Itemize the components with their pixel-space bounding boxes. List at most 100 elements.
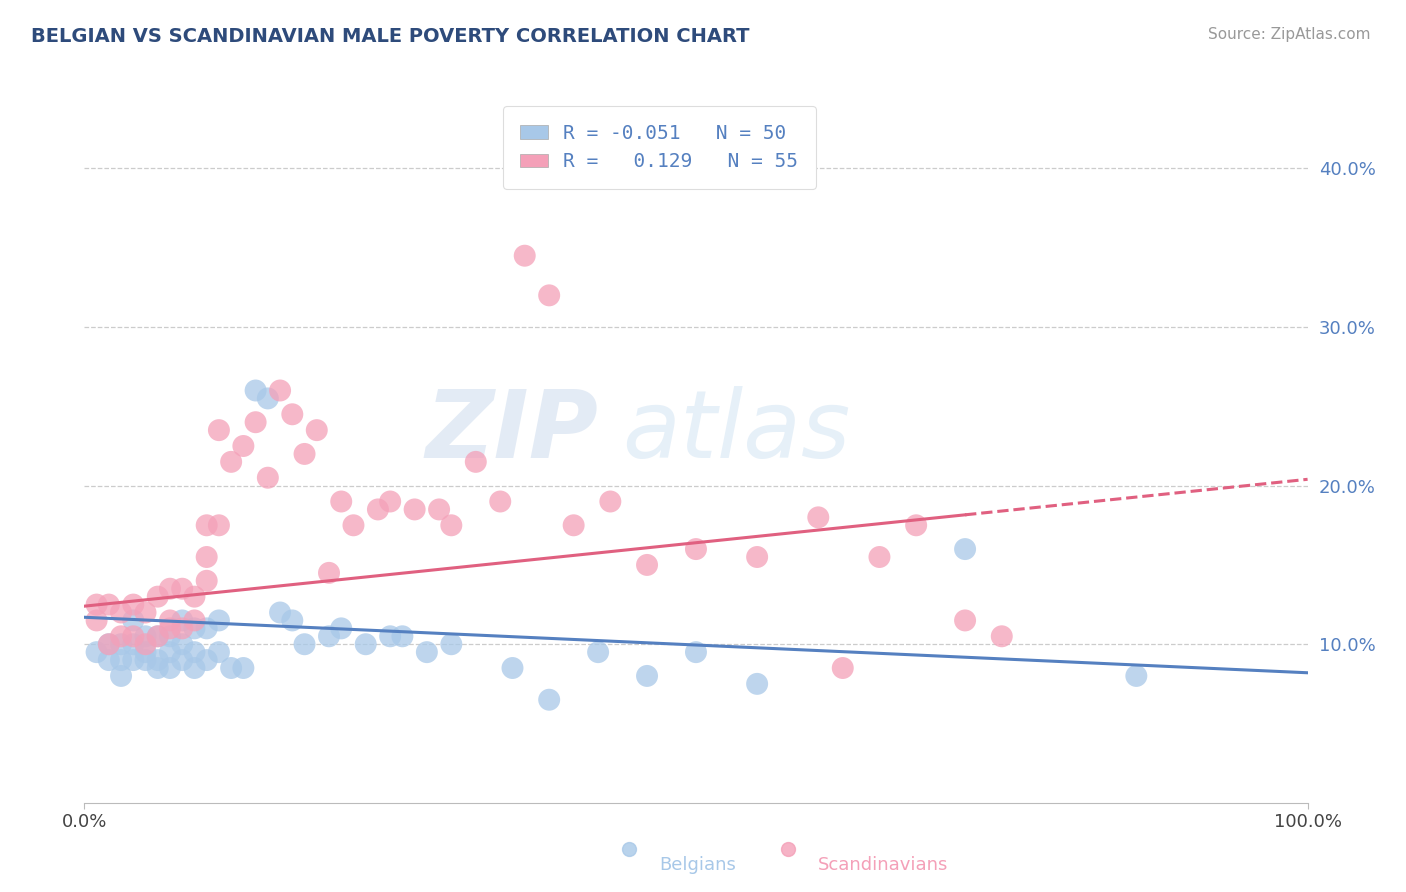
Point <box>159 614 181 628</box>
Point <box>1125 669 1147 683</box>
Point <box>245 384 267 398</box>
Point <box>146 629 169 643</box>
Point <box>159 629 181 643</box>
Point <box>97 598 120 612</box>
Point <box>869 549 891 564</box>
Legend: R = -0.051   N = 50, R =   0.129   N = 55: R = -0.051 N = 50, R = 0.129 N = 55 <box>503 106 815 189</box>
Point <box>257 392 280 406</box>
Point <box>294 447 316 461</box>
Point <box>122 653 145 667</box>
Point <box>146 653 169 667</box>
Point <box>208 614 231 628</box>
Point <box>416 645 439 659</box>
Text: ZIP: ZIP <box>425 385 598 478</box>
Point <box>195 518 218 533</box>
Point <box>219 661 242 675</box>
Point <box>122 629 145 643</box>
Point <box>146 661 169 675</box>
Point <box>281 407 304 421</box>
Point <box>586 645 609 659</box>
Point <box>232 439 254 453</box>
Point <box>97 637 120 651</box>
Point <box>380 494 402 508</box>
Point <box>135 629 157 643</box>
Point <box>146 590 169 604</box>
Point <box>538 692 561 706</box>
Text: Belgians: Belgians <box>659 856 737 874</box>
Point <box>464 455 486 469</box>
Point <box>183 645 205 659</box>
Point <box>305 423 328 437</box>
Point <box>86 614 108 628</box>
Point <box>219 455 242 469</box>
Point <box>330 621 353 635</box>
Point <box>172 621 194 635</box>
Point <box>183 621 205 635</box>
Text: Scandinavians: Scandinavians <box>818 856 949 874</box>
Point <box>953 614 976 628</box>
Point <box>747 677 769 691</box>
Point <box>86 645 108 659</box>
Point <box>599 494 621 508</box>
Point <box>172 582 194 596</box>
Point <box>440 518 463 533</box>
Point <box>427 502 450 516</box>
Point <box>685 645 707 659</box>
Point <box>404 502 426 516</box>
Point <box>440 637 463 651</box>
Point <box>159 621 181 635</box>
Point <box>183 661 205 675</box>
Point <box>281 614 304 628</box>
Point <box>380 629 402 643</box>
Point <box>391 629 413 643</box>
Point <box>367 502 389 516</box>
Point <box>110 629 132 643</box>
Text: Source: ZipAtlas.com: Source: ZipAtlas.com <box>1208 27 1371 42</box>
Point <box>991 629 1014 643</box>
Point <box>354 637 377 651</box>
Point <box>636 558 658 572</box>
Point <box>86 598 108 612</box>
Point <box>122 598 145 612</box>
Point <box>122 637 145 651</box>
Point <box>953 542 976 557</box>
Point <box>489 494 512 508</box>
Point <box>135 645 157 659</box>
Point <box>636 669 658 683</box>
Point <box>159 645 181 659</box>
Point <box>110 606 132 620</box>
Point <box>245 415 267 429</box>
Point <box>159 661 181 675</box>
Point <box>135 653 157 667</box>
Point <box>97 637 120 651</box>
Point <box>172 637 194 651</box>
Point <box>807 510 830 524</box>
Point <box>685 542 707 557</box>
Point <box>905 518 928 533</box>
Point <box>135 637 157 651</box>
Point <box>208 645 231 659</box>
Point <box>172 653 194 667</box>
Point <box>146 629 169 643</box>
Point <box>232 661 254 675</box>
Text: atlas: atlas <box>623 386 851 477</box>
Point <box>172 614 194 628</box>
Point <box>110 669 132 683</box>
Point <box>747 549 769 564</box>
Text: BELGIAN VS SCANDINAVIAN MALE POVERTY CORRELATION CHART: BELGIAN VS SCANDINAVIAN MALE POVERTY COR… <box>31 27 749 45</box>
Point <box>97 653 120 667</box>
Point <box>135 606 157 620</box>
Point <box>195 549 218 564</box>
Point <box>318 566 340 580</box>
Point <box>330 494 353 508</box>
Point <box>110 653 132 667</box>
Point <box>195 574 218 588</box>
Point <box>562 518 585 533</box>
Point <box>195 653 218 667</box>
Point <box>831 661 853 675</box>
Point <box>294 637 316 651</box>
Point <box>208 423 231 437</box>
Point <box>502 661 524 675</box>
Point <box>122 614 145 628</box>
Point <box>269 606 291 620</box>
